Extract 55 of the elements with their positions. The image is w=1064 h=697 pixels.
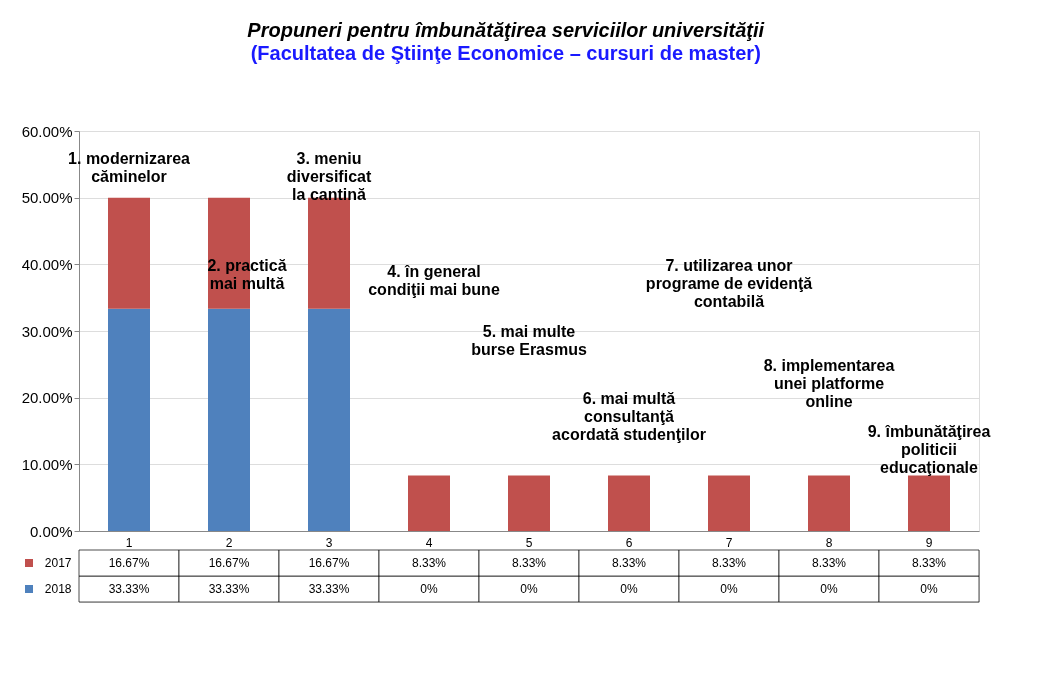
x-tick-label: 8 bbox=[825, 535, 833, 550]
annotation: 8. implementarea unei platforme online bbox=[763, 357, 895, 410]
annotation: 4. în general condiţii mai bune bbox=[368, 263, 500, 298]
x-tick-label: 9 bbox=[925, 535, 933, 550]
bar bbox=[108, 308, 150, 531]
x-tick-label: 7 bbox=[725, 535, 733, 550]
data-label: 0% bbox=[720, 582, 738, 596]
x-tick-label: 2 bbox=[225, 535, 233, 550]
data-label: 8.33% bbox=[411, 556, 447, 570]
bar bbox=[408, 475, 450, 531]
bar bbox=[508, 475, 550, 531]
data-label: 0% bbox=[620, 582, 638, 596]
data-label: 33.33% bbox=[208, 582, 250, 596]
data-label: 8.33% bbox=[711, 556, 747, 570]
data-label: 33.33% bbox=[308, 582, 350, 596]
data-label: 33.33% bbox=[108, 582, 150, 596]
bar bbox=[808, 475, 850, 531]
y-tick-label: 0.00% bbox=[29, 522, 73, 540]
y-tick-label: 40.00% bbox=[21, 255, 73, 273]
bar bbox=[208, 308, 250, 531]
annotation: 1. modernizarea căminelor bbox=[68, 150, 191, 185]
chart-subtitle: (Facultatea de Ştiinţe Economice – cursuri de master) bbox=[250, 41, 761, 64]
x-tick-label: 5 bbox=[525, 535, 533, 550]
data-label: 16.67% bbox=[308, 556, 350, 570]
annotation: 7. utilizarea unor programe de evidenţă contabilă bbox=[645, 257, 813, 310]
bar bbox=[308, 308, 350, 531]
bar bbox=[608, 475, 650, 531]
data-label: 0% bbox=[820, 582, 838, 596]
x-tick-label: 6 bbox=[625, 535, 633, 550]
bar bbox=[708, 475, 750, 531]
data-label: 8.33% bbox=[911, 556, 947, 570]
y-tick-label: 30.00% bbox=[21, 322, 73, 340]
bar bbox=[908, 475, 950, 531]
annotation: 9. îmbunătăţirea politicii educaţionale bbox=[867, 423, 991, 476]
data-label: 0% bbox=[920, 582, 938, 596]
legend-label: 2018 bbox=[44, 582, 72, 596]
annotation: 6. mai multă consultanţă acordată studenţilor bbox=[552, 390, 706, 443]
y-tick-label: 60.00% bbox=[21, 122, 73, 140]
data-label: 8.33% bbox=[811, 556, 847, 570]
bar bbox=[108, 197, 150, 309]
data-label: 8.33% bbox=[511, 556, 547, 570]
annotation: 5. mai multe burse Erasmus bbox=[471, 323, 587, 358]
x-tick-label: 1 bbox=[125, 535, 133, 550]
x-tick-label: 4 bbox=[425, 535, 433, 550]
data-label: 0% bbox=[520, 582, 538, 596]
y-tick-label: 20.00% bbox=[21, 389, 73, 407]
legend-label: 2017 bbox=[44, 556, 72, 570]
data-label: 0% bbox=[420, 582, 438, 596]
data-label: 16.67% bbox=[208, 556, 250, 570]
data-label: 8.33% bbox=[611, 556, 647, 570]
chart-title: Propuneri pentru îmbunătăţirea serviciilor universităţii bbox=[247, 18, 765, 41]
x-tick-label: 3 bbox=[325, 535, 333, 550]
data-label: 16.67% bbox=[108, 556, 150, 570]
y-tick-label: 50.00% bbox=[21, 189, 73, 207]
y-tick-label: 10.00% bbox=[21, 455, 73, 473]
